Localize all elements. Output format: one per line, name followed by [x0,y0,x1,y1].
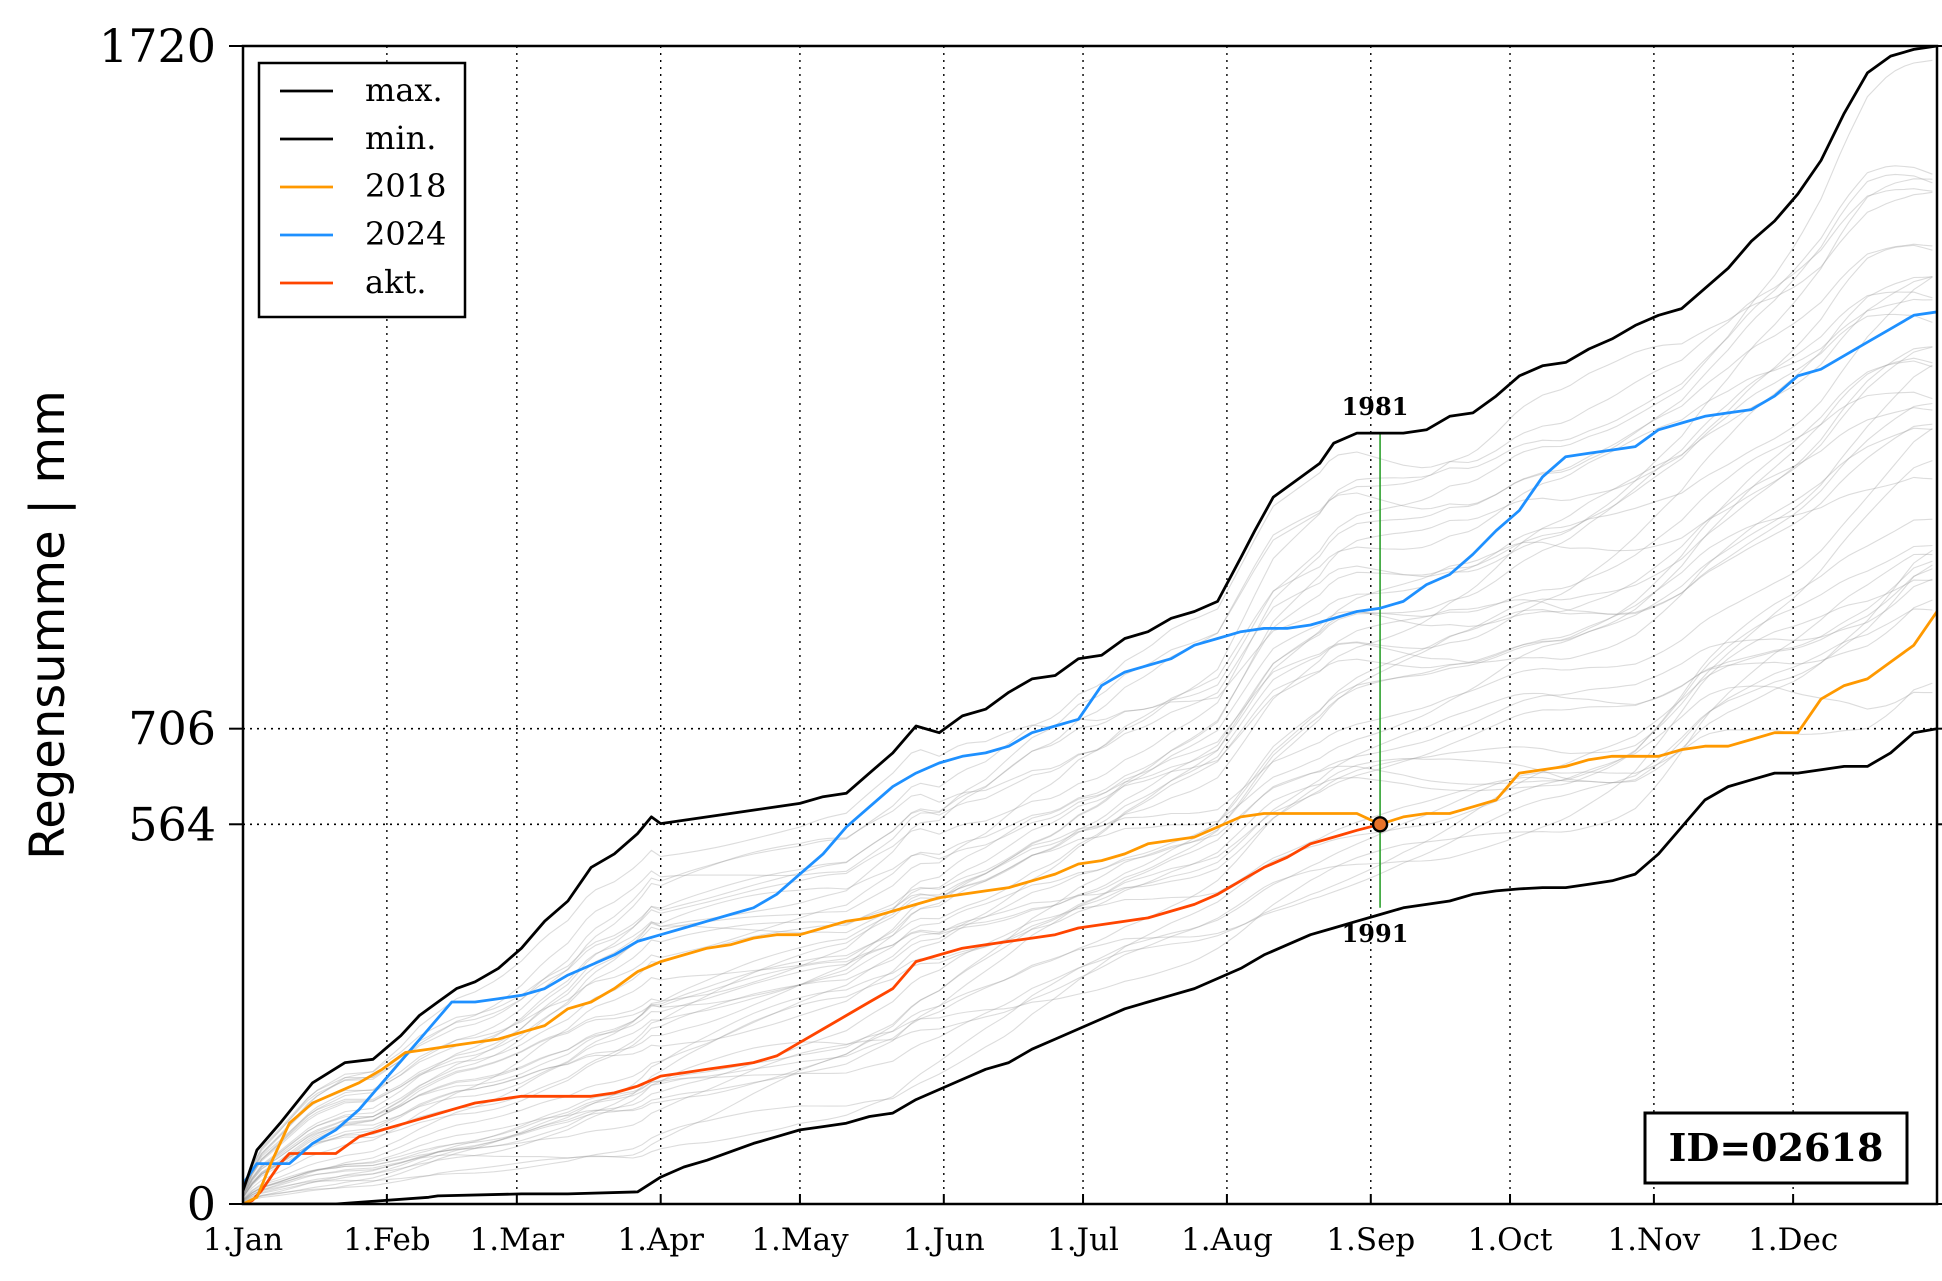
historical-year-line [243,291,1933,1195]
x-tick-labels: 1.Jan 1.Feb 1.Mar 1.Apr 1.May 1.Jun 1.Jul 1.Aug… [203,1222,1838,1258]
historical-years-lines [243,59,1933,1204]
station-id-label: ID=02618 [1669,1125,1884,1170]
historical-year-line [243,191,1933,1192]
historical-year-line [243,178,1933,1195]
historical-year-line [243,173,1933,1193]
historical-year-line [243,460,1933,1202]
x-tick-label: 1.Mar [470,1222,565,1258]
current-point-layer [1371,816,1389,833]
series-line-max [243,46,1937,1191]
historical-year-line [243,244,1933,1195]
y-tick-labels: 0 564 706 1720 [99,19,216,1231]
y-tick-label: 564 [128,797,216,851]
current-value-point [1371,816,1389,833]
legend: max. min. 2018 2024 akt. [257,61,467,319]
historical-year-line [243,608,1933,1202]
x-tick-label: 1.Sep [1326,1222,1415,1258]
y-tick-label: 0 [187,1177,216,1231]
legend-label: 2024 [365,215,446,253]
x-tick-label: 1.Apr [617,1222,704,1258]
x-tick-label: 1.May [751,1222,849,1258]
historical-year-line [243,243,1933,1193]
historical-year-line [243,59,1933,1194]
historical-year-line [243,427,1933,1200]
historical-year-line [243,682,1933,1203]
series-line-2018 [243,610,1937,1204]
historical-year-line [243,276,1933,1196]
legend-label: akt. [365,263,427,301]
y-tick-label: 1720 [99,19,216,73]
historical-year-line [243,346,1933,1197]
historical-year-line [243,313,1933,1195]
historical-year-line [243,549,1933,1203]
ticks [229,45,1942,1205]
historical-year-line [243,423,1933,1199]
x-tick-label: 1.Jul [1047,1222,1119,1258]
plot-frame [241,44,1939,1206]
historical-year-line [243,276,1933,1196]
historical-year-line [243,364,1933,1199]
historical-year-line [243,685,1933,1202]
historical-year-line [243,165,1933,1193]
historical-year-line [243,391,1933,1196]
series-line-min [243,727,1937,1204]
max-year-label: 1981 [1342,392,1409,421]
historical-year-line [243,564,1933,1204]
grid-layer [386,46,1794,1204]
legend-label: min. [365,119,436,157]
historical-year-line [243,476,1933,1198]
station-id-box: ID=02618 [1643,1111,1909,1185]
historical-year-line [243,553,1933,1203]
historical-year-line [243,402,1933,1198]
x-tick-label: 1.Nov [1607,1222,1700,1258]
x-tick-label: 1.Jan [203,1222,283,1258]
x-tick-label: 1.Oct [1468,1222,1553,1258]
legend-box [257,61,467,319]
station-id-frame [1643,1111,1909,1185]
min-year-label: 1991 [1342,919,1409,948]
historical-year-line [243,360,1933,1198]
historical-year-line [243,560,1933,1201]
historical-year-line [243,599,1933,1201]
x-tick-label: 1.Jun [903,1222,985,1258]
series-line-2024 [243,310,1937,1185]
historical-year-line [243,579,1933,1202]
y-axis-label: Regensumme | mm [20,390,76,860]
historical-year-line [243,578,1933,1200]
historical-year-line [243,544,1933,1201]
historical-year-line [243,518,1933,1201]
historical-year-line [243,188,1933,1192]
historical-year-line [243,407,1933,1197]
y-tick-label: 706 [128,702,216,756]
legend-label: 2018 [365,167,446,205]
historical-year-line [243,275,1933,1196]
year-labels: 1981 1991 [1342,392,1409,948]
legend-label: max. [365,71,443,109]
x-tick-label: 1.Aug [1181,1222,1273,1258]
historical-year-line [243,298,1933,1194]
x-tick-label: 1.Feb [343,1222,431,1258]
historical-year-line [243,568,1933,1202]
x-tick-label: 1.Dec [1748,1222,1838,1258]
historical-year-line [243,357,1933,1198]
series-line-akt [243,822,1381,1204]
series-layer [243,46,1937,1204]
reference-lines [243,727,1937,826]
historical-year-line [243,346,1933,1198]
